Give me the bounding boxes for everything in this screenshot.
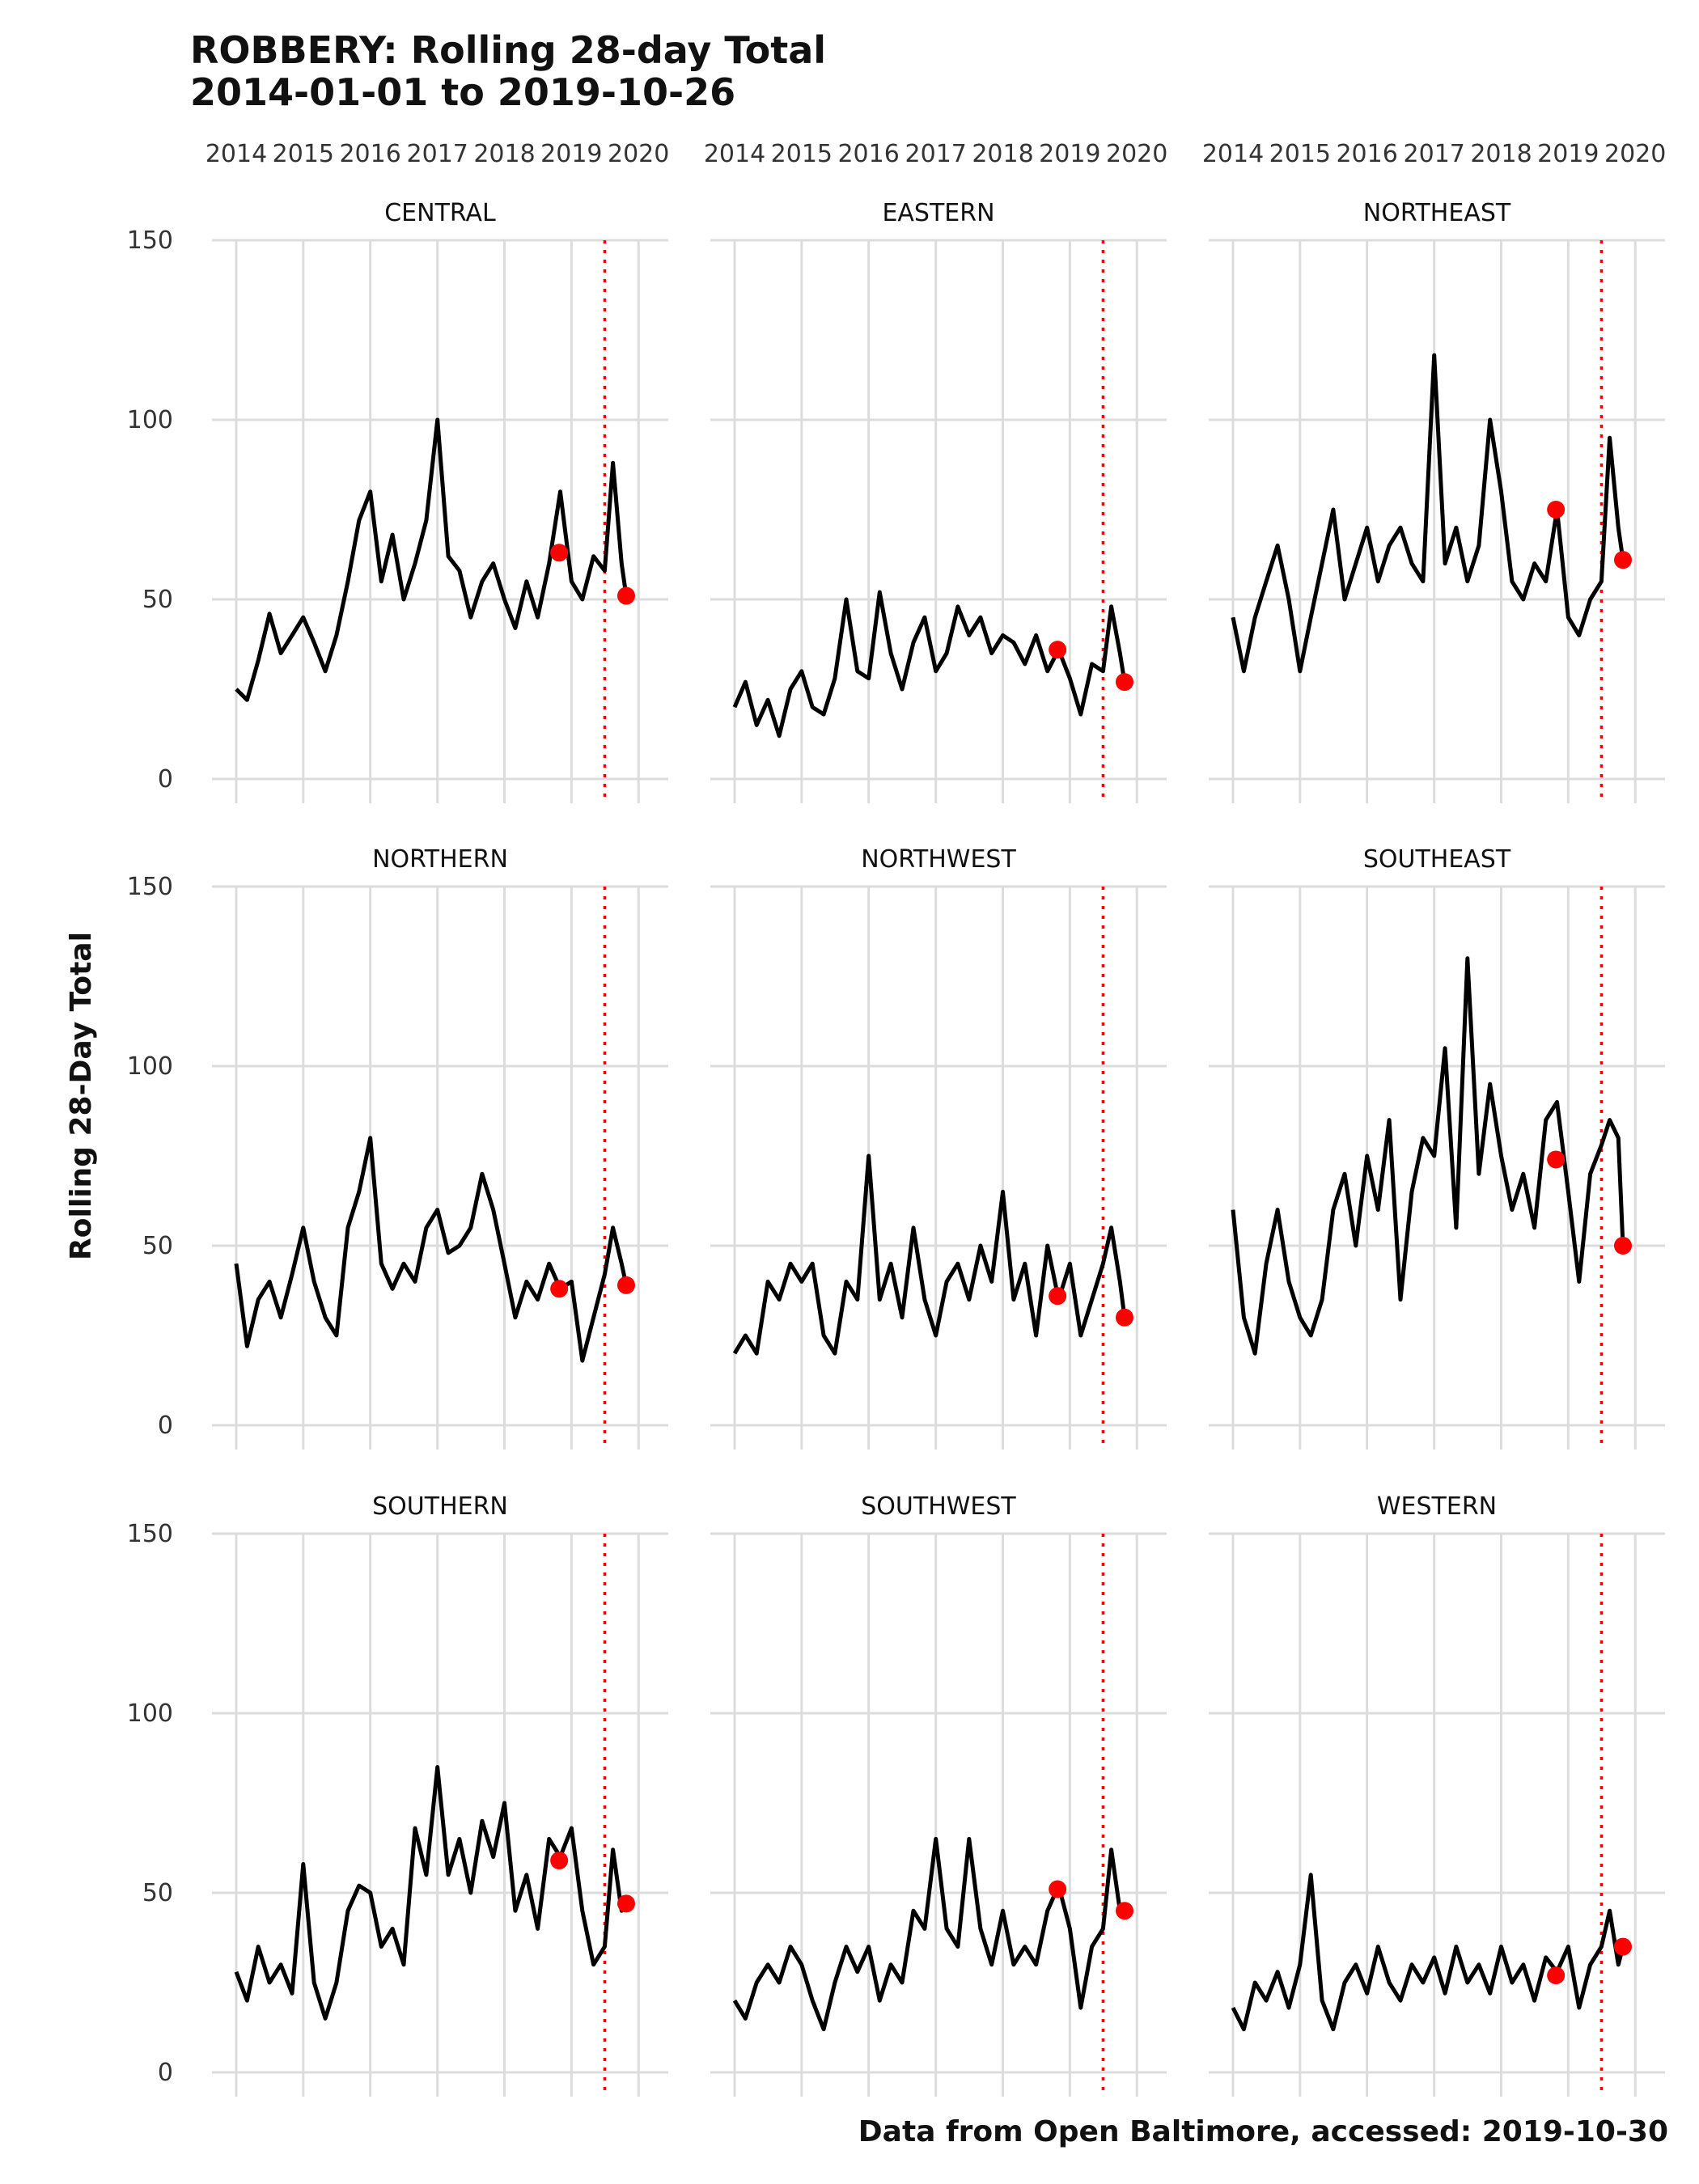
point-2018 <box>1547 1966 1566 1985</box>
panel-southwest: SOUTHWEST <box>710 1492 1167 2097</box>
panel-title: CENTRAL <box>384 199 496 227</box>
x-tick-label: 2015 <box>771 140 833 168</box>
panel-northern: NORTHERN 0 50 100 150 <box>127 845 668 1450</box>
x-tick-label: 2019 <box>540 140 602 168</box>
y-tick-label: 100 <box>127 1699 173 1728</box>
y-tick-label: 0 <box>158 2059 173 2087</box>
y-axis-label: Rolling 28-Day Total <box>65 932 98 1260</box>
series-line <box>1231 1873 1625 2032</box>
y-tick-label: 100 <box>127 406 173 434</box>
series-line <box>1231 353 1625 674</box>
point-2018 <box>1547 1150 1566 1169</box>
y-tick-label: 50 <box>142 1232 173 1260</box>
series-line <box>235 417 629 702</box>
x-tick-label: 2016 <box>339 140 400 168</box>
x-tick-label: 2014 <box>704 140 765 168</box>
point-2019 <box>1115 1902 1133 1920</box>
y-tick-label: 0 <box>158 765 173 794</box>
series-line <box>1231 956 1625 1356</box>
point-2019 <box>1115 1308 1133 1327</box>
point-2018 <box>1049 641 1067 659</box>
point-2018 <box>550 1852 569 1870</box>
x-tick-label: 2017 <box>1404 140 1465 168</box>
point-2018 <box>1049 1880 1067 1898</box>
x-tick-label: 2018 <box>972 140 1033 168</box>
point-2019 <box>1613 1937 1632 1956</box>
x-tick-label: 2020 <box>608 140 669 168</box>
caption: Data from Open Baltimore, accessed: 2019… <box>858 2115 1668 2148</box>
series-line <box>234 1136 629 1363</box>
series-line <box>732 1836 1125 2032</box>
point-2019 <box>1613 551 1632 569</box>
x-tick-label: 2015 <box>273 140 334 168</box>
panel-title: SOUTHERN <box>372 1492 508 1521</box>
panel-title: NORTHERN <box>372 845 508 874</box>
point-2018 <box>550 544 569 562</box>
point-2018 <box>550 1280 569 1298</box>
point-2019 <box>1613 1237 1632 1255</box>
y-tick-label: 50 <box>142 586 173 614</box>
point-2018 <box>1049 1287 1067 1306</box>
panel-title: NORTHEAST <box>1363 199 1511 227</box>
series-line <box>732 1153 1127 1356</box>
panel-southeast: SOUTHEAST <box>1209 845 1665 1450</box>
y-tick-label: 150 <box>127 1520 173 1548</box>
series-line <box>234 1765 629 2021</box>
panel-title: WESTERN <box>1377 1492 1497 1521</box>
x-tick-label: 2018 <box>1470 140 1532 168</box>
x-tick-label: 2018 <box>473 140 535 168</box>
panel-title: SOUTHWEST <box>861 1492 1016 1521</box>
panel-eastern: EASTERN 2014 2015 2016 2017 2018 2019 2020 <box>704 140 1167 803</box>
x-tick-label: 2017 <box>407 140 468 168</box>
x-tick-label: 2019 <box>1537 140 1599 168</box>
point-2018 <box>1547 501 1566 518</box>
x-tick-label: 2019 <box>1039 140 1100 168</box>
panel-central: CENTRAL 0 50 100 150 2014 2015 2016 2017 2018 2019… <box>127 140 669 803</box>
panel-title: EASTERN <box>882 199 994 227</box>
x-tick-label: 2020 <box>1604 140 1666 168</box>
point-2019 <box>1115 673 1133 692</box>
x-tick-label: 2016 <box>1336 140 1397 168</box>
chart-title-line1: ROBBERY: Rolling 28-day Total <box>190 28 826 72</box>
panel-title: NORTHWEST <box>861 845 1016 874</box>
x-tick-label: 2020 <box>1106 140 1167 168</box>
point-2019 <box>616 1276 635 1294</box>
panel-southern: SOUTHERN 0 50 100 150 <box>127 1492 668 2097</box>
y-tick-label: 150 <box>127 226 173 255</box>
y-tick-label: 150 <box>127 873 173 901</box>
x-tick-label: 2015 <box>1269 140 1331 168</box>
y-tick-label: 100 <box>127 1052 173 1081</box>
y-tick-label: 50 <box>142 1879 173 1907</box>
point-2019 <box>616 586 635 605</box>
x-tick-label: 2014 <box>1202 140 1264 168</box>
panel-western: WESTERN <box>1209 1492 1665 2097</box>
series-line <box>732 590 1127 739</box>
panel-title: SOUTHEAST <box>1363 845 1511 874</box>
chart-title-line2: 2014-01-01 to 2019-10-26 <box>190 70 735 114</box>
panel-northeast: NORTHEAST 2014 2015 2016 2017 2018 2019 2020 <box>1202 140 1666 803</box>
panel-northwest: NORTHWEST <box>710 845 1167 1450</box>
y-tick-label: 0 <box>158 1412 173 1440</box>
point-2019 <box>616 1894 635 1913</box>
x-tick-label: 2016 <box>837 140 899 168</box>
x-tick-label: 2014 <box>205 140 267 168</box>
x-tick-label: 2017 <box>905 140 967 168</box>
